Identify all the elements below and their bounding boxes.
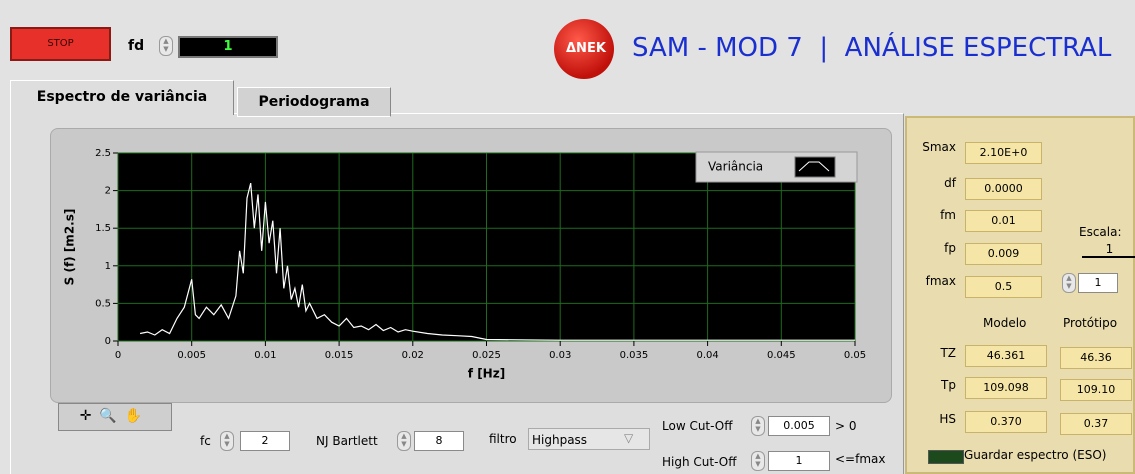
y-tick-label: 2	[105, 186, 111, 197]
save-label: Guardar espectro (ESO)	[964, 448, 1107, 462]
column-header: Modelo	[983, 316, 1027, 330]
low-label: Low Cut-Off	[662, 419, 733, 433]
legend-line	[798, 161, 830, 172]
row-value: 46.361	[965, 345, 1047, 367]
low-spinner[interactable]: ▲ ▼	[751, 416, 765, 436]
stop-button[interactable]: STOP	[10, 27, 111, 61]
escala-indicator: 1	[1082, 242, 1135, 258]
high-spinner[interactable]: ▲ ▼	[751, 451, 765, 471]
x-tick-label: 0.03	[549, 350, 571, 361]
fd-value[interactable]: 1	[178, 36, 278, 58]
low-value[interactable]: 0.005	[768, 416, 830, 436]
nj-value[interactable]: 8	[414, 431, 464, 451]
nj-spinner[interactable]: ▲ ▼	[397, 431, 411, 451]
param-label: df	[944, 176, 956, 190]
dropdown-arrow: ▽	[624, 431, 634, 445]
y-tick-label: 0.5	[95, 298, 111, 309]
x-tick-label: 0.01	[254, 350, 276, 361]
y-tick-label: 2.5	[95, 148, 111, 159]
graph-palette[interactable]: ✛🔍✋	[58, 403, 172, 431]
fc-label: fc	[200, 434, 211, 448]
column-header: Protótipo	[1063, 316, 1118, 330]
row-value: 0.370	[965, 411, 1047, 433]
chart: 0 0.5 1 1.5 2 2.5 0 0.005 0.01 0.015 0.02 0.025 0.03…	[63, 148, 867, 381]
y-axis-label: S (f) [m2.s]	[63, 209, 77, 286]
y-tick-label: 0	[105, 336, 111, 347]
row-value: 0.37	[1060, 413, 1132, 435]
escala-spinner[interactable]: ▲ ▼	[1062, 273, 1076, 293]
high-note: <=fmax	[835, 452, 886, 466]
x-tick-label: 0.05	[844, 350, 866, 361]
param-value: 0.5	[965, 276, 1042, 298]
y-tick-label: 1.5	[95, 223, 111, 234]
row-value: 109.10	[1060, 379, 1132, 401]
row-label: TZ	[940, 346, 956, 360]
filtro-dropdown[interactable]: Highpass	[528, 428, 650, 450]
legend-swatch	[794, 156, 836, 178]
app-title: SAM - MOD 7 | ANÁLISE ESPECTRAL	[632, 33, 1112, 63]
x-tick-label: 0.045	[767, 350, 796, 361]
x-tick-label: 0	[115, 350, 121, 361]
x-tick-label: 0.04	[696, 350, 718, 361]
escala-label: Escala:	[1079, 225, 1122, 239]
data-line	[139, 182, 855, 341]
param-value: 0.0000	[965, 178, 1042, 200]
x-tick-label: 0.015	[325, 350, 354, 361]
param-value: 0.01	[965, 210, 1042, 232]
high-value[interactable]: 1	[768, 451, 830, 471]
y-tick-label: 1	[105, 261, 111, 272]
legend-label: Variância	[708, 160, 763, 174]
row-label: Tp	[941, 378, 956, 392]
fc-spinner[interactable]: ▲ ▼	[220, 431, 234, 451]
logo	[554, 19, 614, 79]
fc-value[interactable]: 2	[240, 431, 290, 451]
param-value: 0.009	[965, 243, 1042, 265]
x-tick-label: 0.025	[472, 350, 501, 361]
logo-text: ΔNEK	[566, 41, 606, 56]
x-axis-label: f [Hz]	[468, 367, 505, 381]
nj-label: NJ Bartlett	[316, 434, 378, 448]
param-label: Smax	[922, 140, 956, 154]
low-note: > 0	[835, 419, 857, 433]
save-led[interactable]	[928, 450, 964, 464]
high-label: High Cut-Off	[662, 455, 737, 469]
fd-label: fd	[128, 38, 145, 54]
tab[interactable]: Periodograma	[237, 87, 391, 117]
param-label: fp	[944, 241, 956, 255]
param-value: 2.10E+0	[965, 142, 1042, 164]
escala-value[interactable]: 1	[1078, 273, 1118, 293]
row-label: HS	[939, 412, 956, 426]
row-value: 109.098	[965, 377, 1047, 399]
tab-active[interactable]: Espectro de variância	[10, 80, 234, 115]
param-label: fmax	[925, 274, 956, 288]
filtro-label: filtro	[489, 432, 517, 446]
x-tick-label: 0.005	[177, 350, 206, 361]
row-value: 46.36	[1060, 347, 1132, 369]
param-label: fm	[940, 208, 956, 222]
fd-spinner[interactable]: ▲ ▼	[159, 36, 173, 56]
x-tick-label: 0.035	[620, 350, 649, 361]
x-tick-label: 0.02	[402, 350, 424, 361]
